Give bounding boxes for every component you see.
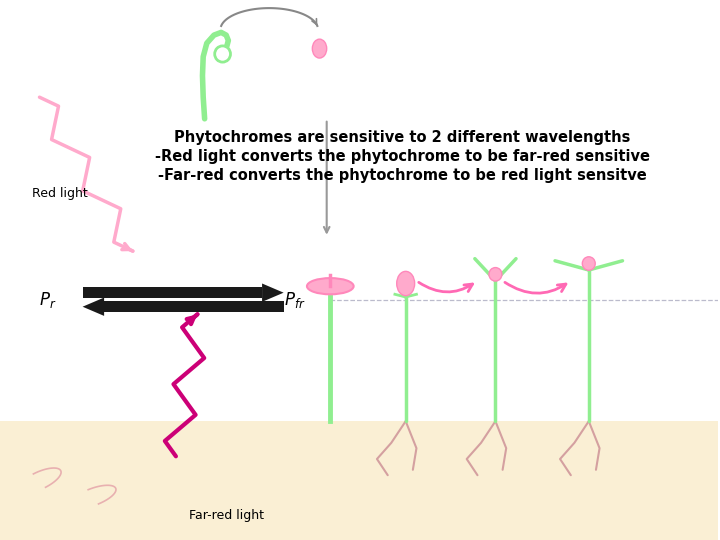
Bar (83, 287, 262, 298)
Ellipse shape (582, 256, 595, 270)
Polygon shape (83, 298, 104, 316)
Polygon shape (262, 284, 284, 302)
Ellipse shape (215, 46, 230, 62)
Ellipse shape (489, 267, 502, 281)
Ellipse shape (397, 271, 415, 296)
Bar (0, 421, 718, 540)
Ellipse shape (312, 39, 327, 58)
Text: Far-red light: Far-red light (189, 509, 264, 523)
Bar (104, 301, 284, 312)
Text: $P_{fr}$: $P_{fr}$ (284, 289, 305, 310)
Text: Red light: Red light (32, 187, 88, 200)
Ellipse shape (307, 278, 354, 294)
Text: $P_r$: $P_r$ (40, 289, 57, 310)
Text: Phytochromes are sensitive to 2 different wavelengths
-Red light converts the ph: Phytochromes are sensitive to 2 differen… (155, 130, 649, 183)
